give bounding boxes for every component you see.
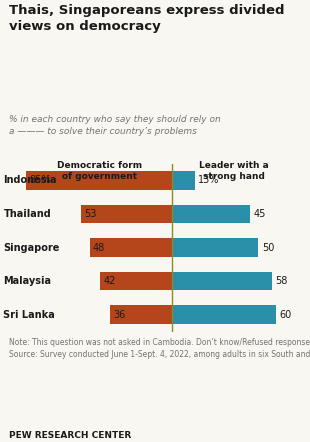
Bar [172, 272, 272, 290]
Bar [172, 305, 276, 324]
Bar [26, 171, 172, 190]
Text: Indonesia: Indonesia [3, 175, 57, 185]
Text: Thais, Singaporeans express divided
views on democracy: Thais, Singaporeans express divided view… [9, 4, 285, 33]
Bar [172, 205, 250, 223]
Text: Democratic form
of government: Democratic form of government [57, 161, 143, 181]
Text: 36: 36 [114, 310, 126, 320]
Text: 53: 53 [84, 209, 97, 219]
Text: Malaysia: Malaysia [3, 276, 51, 286]
Bar [110, 305, 172, 324]
Text: 58: 58 [276, 276, 288, 286]
Bar [172, 171, 195, 190]
Text: Sri Lanka: Sri Lanka [3, 310, 55, 320]
Text: 48: 48 [93, 243, 105, 252]
Text: 50: 50 [262, 243, 274, 252]
Text: Singapore: Singapore [3, 243, 60, 252]
Text: 85%: 85% [29, 175, 51, 185]
Text: Note: This question was not asked in Cambodia. Don’t know/Refused responses not : Note: This question was not asked in Cam… [9, 338, 310, 359]
Text: Thailand: Thailand [3, 209, 51, 219]
Text: 60: 60 [279, 310, 291, 320]
Text: 13%: 13% [198, 175, 219, 185]
Text: PEW RESEARCH CENTER: PEW RESEARCH CENTER [9, 431, 131, 440]
Bar [100, 272, 172, 290]
Text: Leader with a
strong hand: Leader with a strong hand [199, 161, 269, 181]
Bar [172, 238, 258, 257]
Text: 45: 45 [253, 209, 266, 219]
Bar [81, 205, 172, 223]
Bar [90, 238, 172, 257]
Text: 42: 42 [103, 276, 116, 286]
Text: % in each country who say they should rely on
a ——— to solve their country’s pro: % in each country who say they should re… [9, 115, 221, 136]
